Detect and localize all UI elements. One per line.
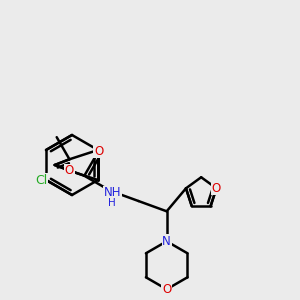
Text: O: O <box>65 164 74 177</box>
Text: H: H <box>108 198 116 208</box>
Text: NH: NH <box>103 186 121 199</box>
Text: O: O <box>94 145 103 158</box>
Text: O: O <box>162 283 171 296</box>
Text: O: O <box>212 182 221 195</box>
Text: N: N <box>162 235 171 248</box>
Text: Cl: Cl <box>35 173 47 187</box>
